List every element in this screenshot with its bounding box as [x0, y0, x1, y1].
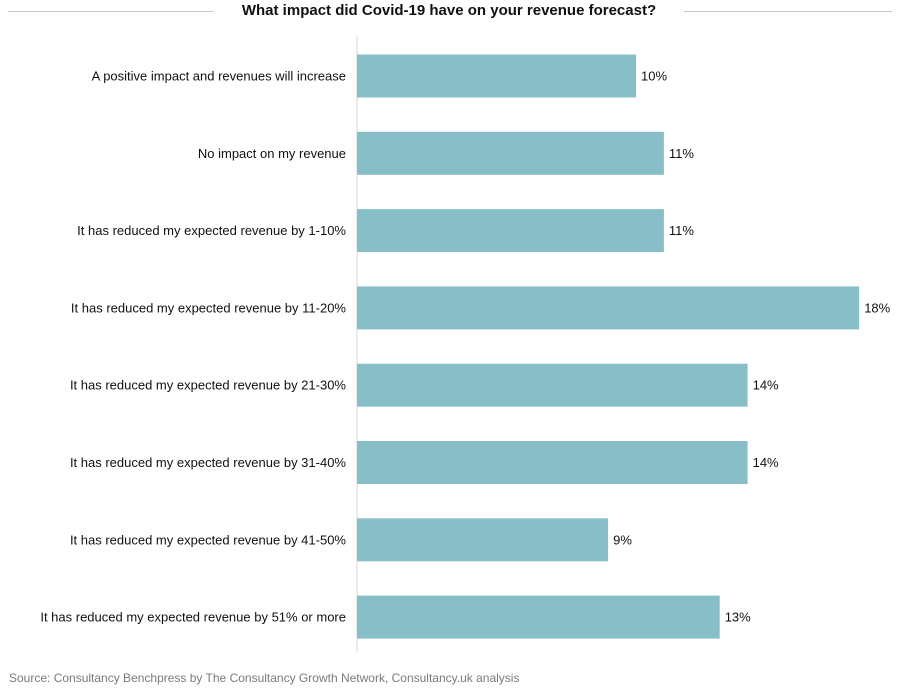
value-label: 14%	[753, 378, 779, 393]
bar	[357, 441, 748, 484]
bar	[357, 595, 720, 639]
bar	[357, 518, 609, 562]
bar	[357, 54, 636, 98]
bar	[357, 363, 748, 407]
category-label: It has reduced my expected revenue by 51…	[40, 610, 346, 625]
category-label: It has reduced my expected revenue by 11…	[71, 300, 347, 315]
title-rule-left	[8, 11, 214, 12]
bar	[357, 209, 664, 253]
category-label: It has reduced my expected revenue by 1-…	[77, 223, 346, 238]
category-label: It has reduced my expected revenue by 31…	[70, 455, 346, 470]
value-label: 10%	[641, 69, 667, 84]
bar	[357, 286, 860, 330]
chart-title-bar: What impact did Covid-19 have on your re…	[0, 0, 900, 24]
value-label: 14%	[753, 455, 779, 470]
value-label: 18%	[864, 300, 890, 315]
value-label: 11%	[669, 146, 694, 161]
value-label: 13%	[725, 610, 751, 625]
bar	[357, 131, 664, 175]
chart-title: What impact did Covid-19 have on your re…	[241, 2, 657, 19]
category-label: It has reduced my expected revenue by 41…	[70, 532, 346, 547]
category-label: A positive impact and revenues will incr…	[92, 69, 346, 84]
source-note: Source: Consultancy Benchpress by The Co…	[9, 671, 520, 685]
category-label: It has reduced my expected revenue by 21…	[70, 378, 346, 393]
value-label: 11%	[669, 223, 694, 238]
title-rule-right	[684, 11, 892, 12]
value-label: 9%	[613, 532, 632, 547]
category-label: No impact on my revenue	[198, 146, 346, 161]
